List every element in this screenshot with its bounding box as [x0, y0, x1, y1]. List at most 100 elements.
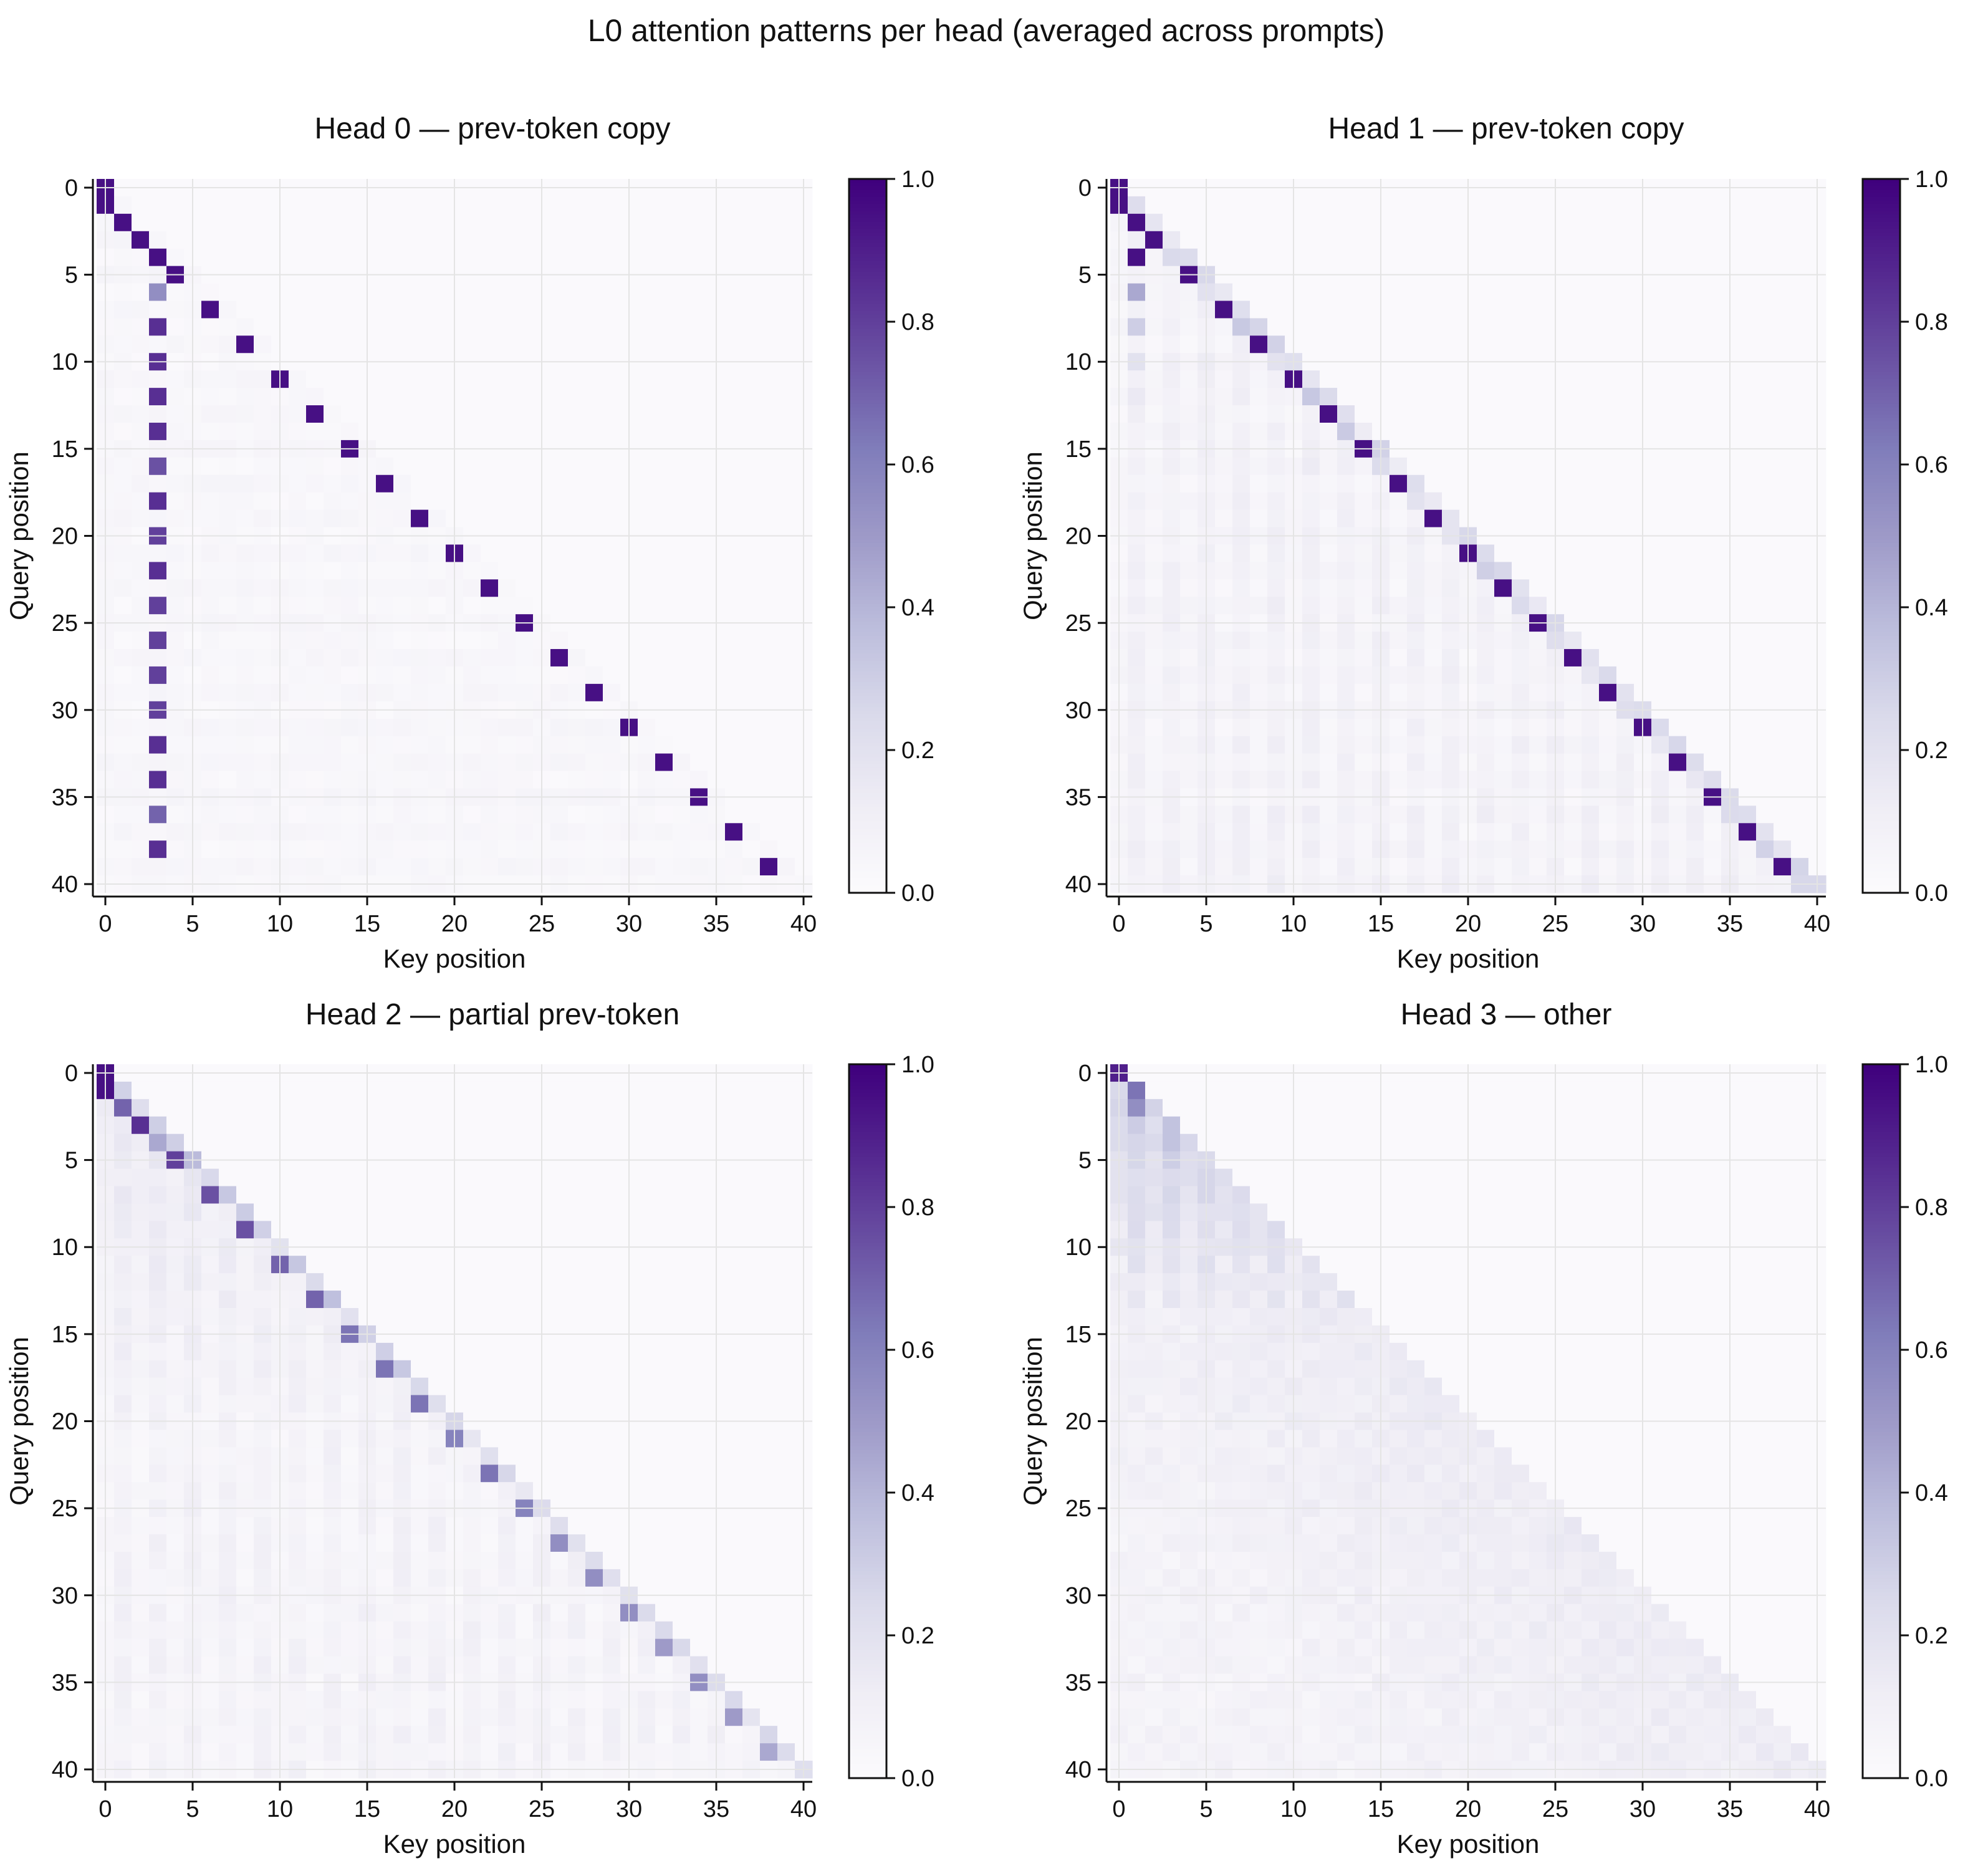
heatmap-cell	[638, 1256, 656, 1274]
colorbar-step	[1863, 604, 1900, 608]
heatmap-cell	[428, 544, 446, 562]
heatmap-cell	[638, 806, 656, 824]
colorbar-step	[1863, 693, 1900, 697]
heatmap-cell	[1791, 562, 1809, 580]
heatmap-cell	[463, 1133, 481, 1152]
heatmap-cell	[1355, 213, 1373, 232]
heatmap-cell	[550, 1256, 569, 1274]
x-tick-label: 20	[1455, 911, 1481, 937]
heatmap-cell	[376, 806, 394, 824]
heatmap-cell	[1390, 492, 1408, 511]
heatmap-cell	[306, 1395, 324, 1413]
heatmap-cell	[1215, 248, 1233, 267]
heatmap-cell	[114, 301, 132, 319]
heatmap-cell	[201, 1099, 219, 1117]
heatmap-cell	[254, 1291, 272, 1309]
heatmap-cell	[1232, 666, 1251, 685]
heatmap-cell	[1390, 301, 1408, 319]
heatmap-cell	[481, 474, 499, 493]
heatmap-cell	[777, 1447, 795, 1465]
heatmap-cell	[1791, 457, 1809, 476]
colorbar-step	[849, 575, 886, 579]
heatmap-cell	[132, 771, 150, 789]
heatmap-cell	[638, 213, 656, 232]
heatmap-cell	[236, 335, 254, 354]
heatmap-cell	[1337, 422, 1355, 441]
heatmap-cell	[254, 335, 272, 354]
heatmap-cell	[1355, 823, 1373, 841]
heatmap-cell	[481, 370, 499, 388]
colorbar-step	[849, 878, 886, 883]
colorbar-step	[849, 286, 886, 291]
heatmap-cell	[638, 736, 656, 754]
heatmap-cell	[254, 1482, 272, 1500]
heatmap-cell	[219, 562, 237, 580]
heatmap-cell	[149, 1430, 167, 1448]
heatmap-cell	[219, 492, 237, 511]
heatmap-cell	[603, 1395, 621, 1413]
colorbar-step	[849, 414, 886, 419]
colorbar-step	[849, 771, 886, 776]
heatmap-cell	[114, 283, 132, 302]
colorbar-step	[849, 860, 886, 865]
heatmap-cell	[1163, 562, 1181, 580]
heatmap-cell	[603, 213, 621, 232]
heatmap-cell	[603, 1099, 621, 1117]
heatmap-cell	[289, 597, 307, 615]
heatmap-cell	[777, 1430, 795, 1448]
heatmap-cell	[1320, 597, 1338, 615]
heatmap-cell	[585, 492, 603, 511]
heatmap-cell	[201, 318, 219, 336]
heatmap-cell	[516, 579, 534, 597]
heatmap-cell	[725, 1116, 743, 1135]
heatmap-cell	[1739, 823, 1757, 841]
heatmap-cell	[376, 562, 394, 580]
heatmap-cell	[1564, 509, 1582, 528]
heatmap-cell	[1163, 544, 1181, 562]
heatmap-cell	[219, 318, 237, 336]
heatmap-cell	[166, 1430, 185, 1448]
heatmap-cell	[219, 1342, 237, 1361]
heatmap-cell	[1180, 840, 1198, 859]
heatmap-cell	[1163, 771, 1181, 789]
colorbar-step	[849, 204, 886, 208]
heatmap-cell	[673, 632, 691, 650]
heatmap-cell	[1145, 370, 1163, 388]
heatmap-cell	[550, 579, 569, 597]
heatmap-cell	[603, 301, 621, 319]
heatmap-cell	[498, 632, 516, 650]
heatmap-cell	[1651, 840, 1669, 859]
heatmap-cell	[1128, 597, 1146, 615]
heatmap-cell	[1512, 666, 1530, 685]
heatmap-cell	[219, 579, 237, 597]
heatmap-cell	[1424, 335, 1443, 354]
colorbar-step	[1863, 457, 1900, 462]
heatmap-cell	[1599, 718, 1617, 737]
colorbar-step	[1863, 375, 1900, 380]
colorbar-step	[849, 732, 886, 736]
heatmap-cell	[760, 231, 778, 249]
heatmap-cell	[201, 509, 219, 528]
heatmap-cell	[585, 823, 603, 841]
heatmap-cell	[603, 1203, 621, 1221]
heatmap-cell	[550, 1081, 569, 1100]
colorbar-step	[1863, 557, 1900, 562]
heatmap-cell	[376, 318, 394, 336]
heatmap-cell	[1302, 283, 1320, 302]
colorbar-step	[1863, 628, 1900, 633]
heatmap-cell	[411, 858, 429, 876]
y-tick-label: 35	[1065, 784, 1092, 811]
colorbar-step	[849, 282, 886, 287]
heatmap-cell	[324, 509, 342, 528]
heatmap-cell	[1337, 370, 1355, 388]
heatmap-cell	[760, 1377, 778, 1396]
heatmap-cell	[1616, 666, 1635, 685]
colorbar-step	[849, 657, 886, 661]
heatmap-cell	[1442, 213, 1460, 232]
heatmap-cell	[1599, 736, 1617, 754]
heatmap-cell	[673, 544, 691, 562]
heatmap-cell	[1704, 231, 1722, 249]
heatmap-cell	[481, 823, 499, 841]
colorbar-step	[849, 682, 886, 686]
heatmap-cell	[568, 1482, 586, 1500]
